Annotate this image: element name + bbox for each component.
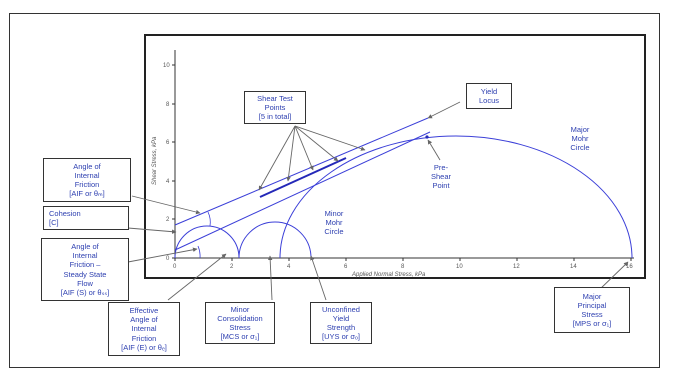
label-line: Circle <box>324 227 344 237</box>
label-line: Strength <box>326 323 356 332</box>
label-line: Internal <box>74 170 100 180</box>
outer-frame <box>9 13 660 368</box>
label-line: Stress <box>229 323 251 332</box>
label-line: [MPS or σ₁] <box>572 319 612 329</box>
y-tick-label: 0 <box>166 256 170 262</box>
label-line: Mohr <box>571 134 589 144</box>
label-line: [MCS or σ₁] <box>220 332 260 342</box>
x-tick-label: 4 <box>287 264 291 270</box>
y-tick-label: 2 <box>166 217 170 223</box>
label-line: [C] <box>49 218 59 227</box>
cohesion-box: Cohesion [C] <box>43 206 129 230</box>
label-line: [AIF or θₘ] <box>69 189 105 199</box>
x-tick-label: 6 <box>344 264 348 270</box>
x-tick-label: 0 <box>173 264 177 270</box>
major-principal-stress-box: Major Principal Stress [MPS or σ₁] <box>554 287 630 333</box>
angle-arc-effective <box>197 245 201 259</box>
label-line: [AIF (E) or θₑ] <box>121 342 167 352</box>
label-line: Major <box>582 291 602 301</box>
pre-shear-point-label: Pre- Shear Point <box>418 163 464 190</box>
minor-consolidation-stress-box: Minor Consolidation Stress [MCS or σ₁] <box>205 302 275 344</box>
label-line: Friction <box>131 333 157 343</box>
x-tick-labels: 0 2 4 6 8 10 12 14 16 <box>173 264 633 270</box>
label-line: Angle of <box>130 315 158 325</box>
label-line: [UYS or σₒ] <box>322 332 360 342</box>
x-tick-label: 2 <box>230 264 234 270</box>
y-tick-label: 4 <box>166 179 170 185</box>
label-line: Yield <box>480 86 498 96</box>
label-line: Steady State <box>63 269 107 279</box>
label-line: [5 in total] <box>258 112 292 122</box>
y-tick-label: 8 <box>166 102 170 108</box>
minor-mohr-circle-label: Minor Mohr Circle <box>314 209 354 236</box>
x-tick-label: 8 <box>401 264 405 270</box>
label-line: Flow <box>77 278 93 288</box>
label-line: Friction – <box>69 260 101 270</box>
label-line: Angle of <box>71 242 99 252</box>
pre-shear-point <box>425 135 429 139</box>
label-line: Shear Test <box>257 93 293 103</box>
label-line: Angle of <box>73 161 101 171</box>
y-tick-labels: 0 2 4 6 8 10 <box>163 63 170 262</box>
minor-mohr-circle <box>238 221 312 259</box>
angle-steady-state-box: Angle of Internal Friction – Steady Stat… <box>41 238 129 301</box>
angle-internal-friction-box: Angle of Internal Friction [AIF or θₘ] <box>43 158 131 202</box>
x-tick-label: 10 <box>456 264 463 270</box>
label-line: Major <box>570 125 590 134</box>
label-line: Pre- <box>433 163 449 172</box>
label-line: Point <box>432 181 450 191</box>
label-line: Minor <box>230 304 250 314</box>
major-mohr-circle <box>279 135 633 259</box>
label-line: Minor <box>324 209 344 218</box>
y-tick-label: 10 <box>163 63 170 69</box>
x-ticks <box>174 258 632 261</box>
shear-points-segment <box>259 157 347 198</box>
small-mohr-circle <box>174 225 240 259</box>
unconfined-yield-strength-box: Unconfined Yield Strength [UYS or σₒ] <box>310 302 372 344</box>
label-line: Unconfined <box>322 304 360 314</box>
x-tick-label: 14 <box>570 264 577 270</box>
plot-frame <box>144 34 646 279</box>
label-line: [AIF (S) or θₛₛ] <box>60 287 110 297</box>
x-axis-label: Applied Normal Stress, kPa <box>351 272 426 278</box>
label-line: Stress <box>581 310 603 319</box>
label-line: Internal <box>72 251 98 261</box>
label-line: Yield <box>332 313 350 323</box>
angle-arc-internal <box>207 211 211 227</box>
label-line: Circle <box>570 143 590 153</box>
label-line: Internal <box>131 324 157 334</box>
x-tick-label: 12 <box>513 264 520 270</box>
label-line: Points <box>264 102 286 112</box>
shear-test-points-box: Shear Test Points [5 in total] <box>244 91 306 124</box>
y-axis-label: Shear Stress, kPa <box>152 136 158 185</box>
effective-angle-box: Effective Angle of Internal Friction [AI… <box>108 302 180 356</box>
label-line: Effective <box>129 306 159 316</box>
label-line: Locus <box>478 96 499 105</box>
x-tick-label: 16 <box>626 264 633 270</box>
label-line: Shear <box>430 172 451 182</box>
yield-locus-line <box>174 117 429 226</box>
label-line: Friction <box>74 180 100 189</box>
label-line: Consolidation <box>217 313 263 323</box>
effective-yield-locus-line <box>174 131 431 251</box>
label-line: Principal <box>577 300 607 310</box>
yield-locus-box: Yield Locus <box>466 83 512 109</box>
label-line: Cohesion <box>49 208 81 218</box>
label-line: Mohr <box>325 218 343 228</box>
y-tick-label: 6 <box>166 140 170 146</box>
major-mohr-circle-label: Major Mohr Circle <box>552 125 608 152</box>
annotation-arrows <box>127 101 629 301</box>
